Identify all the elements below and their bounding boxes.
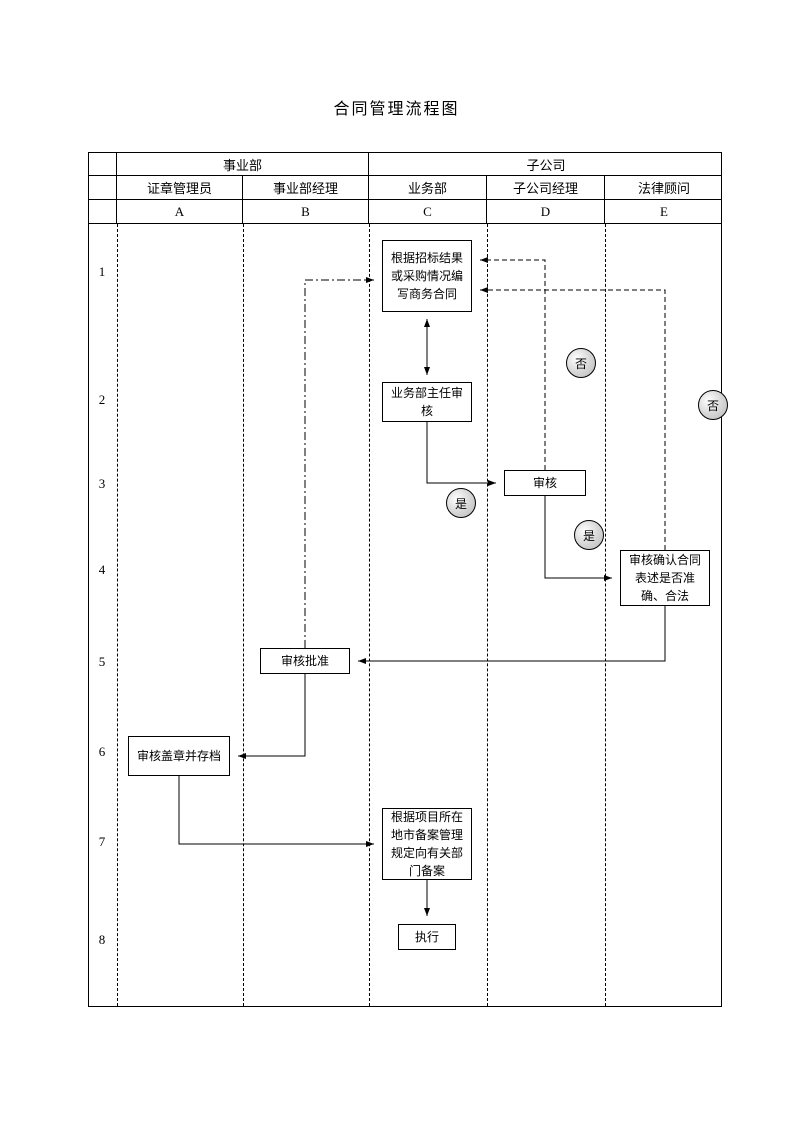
- row-4: 4: [92, 562, 112, 578]
- row-1: 1: [92, 264, 112, 280]
- row-8: 8: [92, 932, 112, 948]
- decision-no-e: 否: [698, 390, 728, 420]
- node-review: 审核: [504, 470, 586, 496]
- page-title: 合同管理流程图: [0, 95, 793, 119]
- row-2: 2: [92, 392, 112, 408]
- group-subsidiary: 子公司: [369, 153, 723, 175]
- row-6: 6: [92, 744, 112, 760]
- node-seal-archive: 审核盖章并存档: [128, 736, 230, 776]
- node-director-review: 业务部主任审核: [382, 382, 472, 422]
- row-7: 7: [92, 834, 112, 850]
- col-B-letter: B: [243, 200, 369, 223]
- header-row-cols: 证章管理员 事业部经理 业务部 子公司经理 法律顾问: [88, 176, 722, 200]
- col-E-label: 法律顾问: [605, 176, 723, 199]
- node-draft-contract: 根据招标结果或采购情况编写商务合同: [382, 240, 472, 312]
- header-row-letters: A B C D E: [88, 200, 722, 224]
- decision-no-d: 否: [566, 348, 596, 378]
- row-3: 3: [92, 476, 112, 492]
- flowchart: 事业部 子公司 证章管理员 事业部经理 业务部 子公司经理 法律顾问 A B C…: [88, 152, 722, 1007]
- decision-yes-d: 是: [574, 520, 604, 550]
- col-A-letter: A: [117, 200, 243, 223]
- node-execute: 执行: [398, 924, 456, 950]
- col-A-label: 证章管理员: [117, 176, 243, 199]
- col-D-label: 子公司经理: [487, 176, 605, 199]
- col-C-label: 业务部: [369, 176, 487, 199]
- node-filing: 根据项目所在地市备案管理规定向有关部门备案: [382, 808, 472, 880]
- row-5: 5: [92, 654, 112, 670]
- col-B-label: 事业部经理: [243, 176, 369, 199]
- node-approve: 审核批准: [260, 648, 350, 674]
- group-business: 事业部: [117, 153, 369, 175]
- header-row-groups: 事业部 子公司: [88, 152, 722, 176]
- node-legal-confirm: 审核确认合同表述是否准确、合法: [620, 550, 710, 606]
- col-C-letter: C: [369, 200, 487, 223]
- decision-yes-c: 是: [446, 488, 476, 518]
- col-D-letter: D: [487, 200, 605, 223]
- body-frame: [88, 224, 722, 1007]
- col-E-letter: E: [605, 200, 723, 223]
